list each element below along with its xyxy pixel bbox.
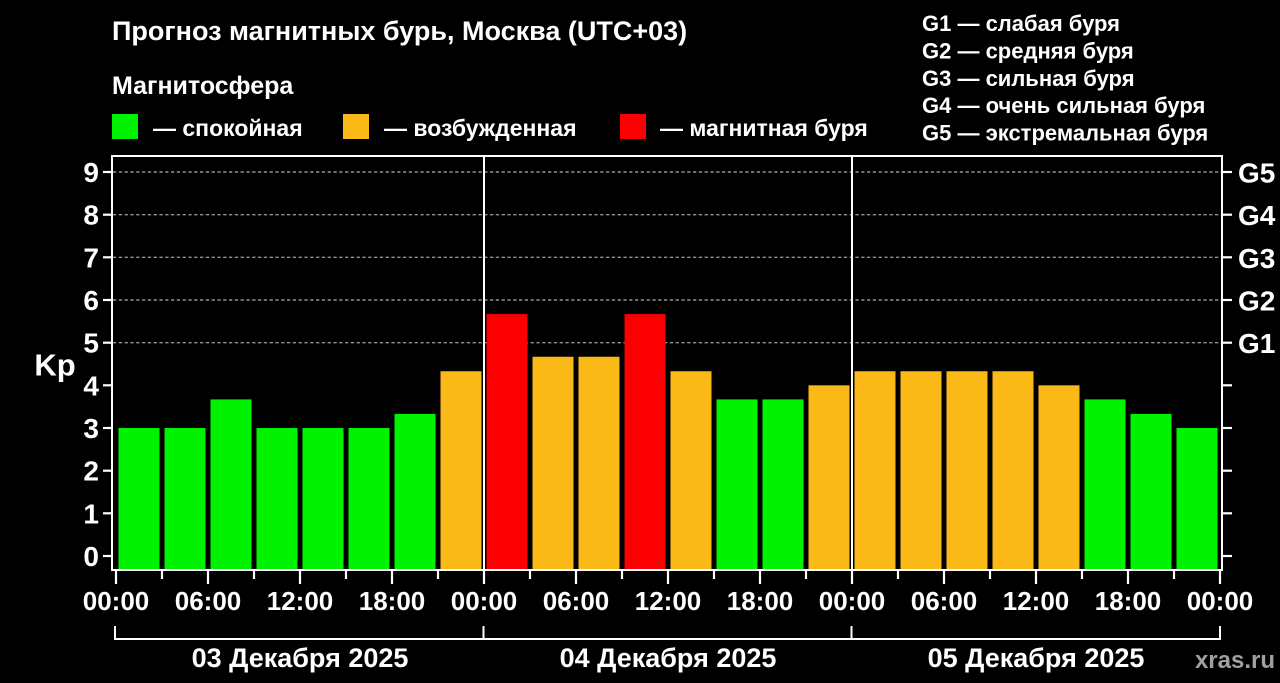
svg-text:18:00: 18:00 — [359, 586, 426, 616]
svg-text:G5 — экстремальная буря: G5 — экстремальная буря — [922, 121, 1208, 146]
svg-text:7: 7 — [83, 242, 99, 273]
svg-text:G2: G2 — [1238, 286, 1275, 317]
svg-text:G3: G3 — [1238, 243, 1275, 274]
svg-text:00:00: 00:00 — [1187, 586, 1254, 616]
svg-text:06:00: 06:00 — [911, 586, 978, 616]
svg-text:12:00: 12:00 — [635, 586, 702, 616]
svg-text:1: 1 — [83, 498, 99, 529]
svg-text:xras.ru: xras.ru — [1195, 647, 1275, 674]
svg-text:G3 — сильная буря: G3 — сильная буря — [922, 66, 1135, 91]
svg-text:9: 9 — [83, 157, 99, 188]
svg-text:G2 — средняя буря: G2 — средняя буря — [922, 38, 1134, 63]
svg-text:00:00: 00:00 — [83, 586, 150, 616]
svg-text:G4: G4 — [1238, 200, 1276, 231]
svg-text:Прогноз магнитных бурь, Москва: Прогноз магнитных бурь, Москва (UTC+03) — [112, 16, 687, 46]
svg-text:6: 6 — [83, 285, 99, 316]
svg-text:G4 — очень сильная буря: G4 — очень сильная буря — [922, 93, 1205, 118]
svg-text:4: 4 — [83, 370, 99, 401]
svg-text:0: 0 — [83, 541, 99, 572]
svg-text:2: 2 — [83, 456, 99, 487]
svg-text:5: 5 — [83, 328, 99, 359]
svg-text:G5: G5 — [1238, 158, 1275, 189]
svg-text:12:00: 12:00 — [267, 586, 334, 616]
svg-text:06:00: 06:00 — [543, 586, 610, 616]
svg-text:— магнитная буря: — магнитная буря — [660, 115, 868, 141]
svg-text:3: 3 — [83, 413, 99, 444]
svg-text:G1 — слабая буря: G1 — слабая буря — [922, 11, 1120, 36]
svg-text:Магнитосфера: Магнитосфера — [112, 72, 294, 100]
svg-text:— спокойная: — спокойная — [153, 115, 303, 141]
svg-text:05 Декабря 2025: 05 Декабря 2025 — [928, 643, 1145, 673]
svg-text:12:00: 12:00 — [1003, 586, 1070, 616]
svg-text:G1: G1 — [1238, 328, 1275, 359]
svg-text:18:00: 18:00 — [727, 586, 794, 616]
svg-text:— возбужденная: — возбужденная — [384, 115, 577, 141]
svg-text:00:00: 00:00 — [819, 586, 886, 616]
svg-text:18:00: 18:00 — [1095, 586, 1162, 616]
svg-text:06:00: 06:00 — [175, 586, 242, 616]
svg-text:00:00: 00:00 — [451, 586, 518, 616]
svg-text:03 Декабря 2025: 03 Декабря 2025 — [192, 643, 409, 673]
svg-text:04 Декабря 2025: 04 Декабря 2025 — [560, 643, 777, 673]
svg-text:8: 8 — [83, 200, 99, 231]
svg-text:Kp: Kp — [34, 348, 75, 383]
